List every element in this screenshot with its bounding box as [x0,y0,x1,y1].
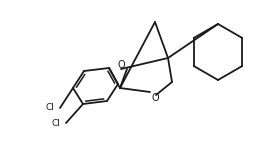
Text: O: O [151,93,159,103]
Text: O: O [117,60,125,70]
Text: Cl: Cl [51,118,60,128]
Text: Cl: Cl [45,104,54,113]
